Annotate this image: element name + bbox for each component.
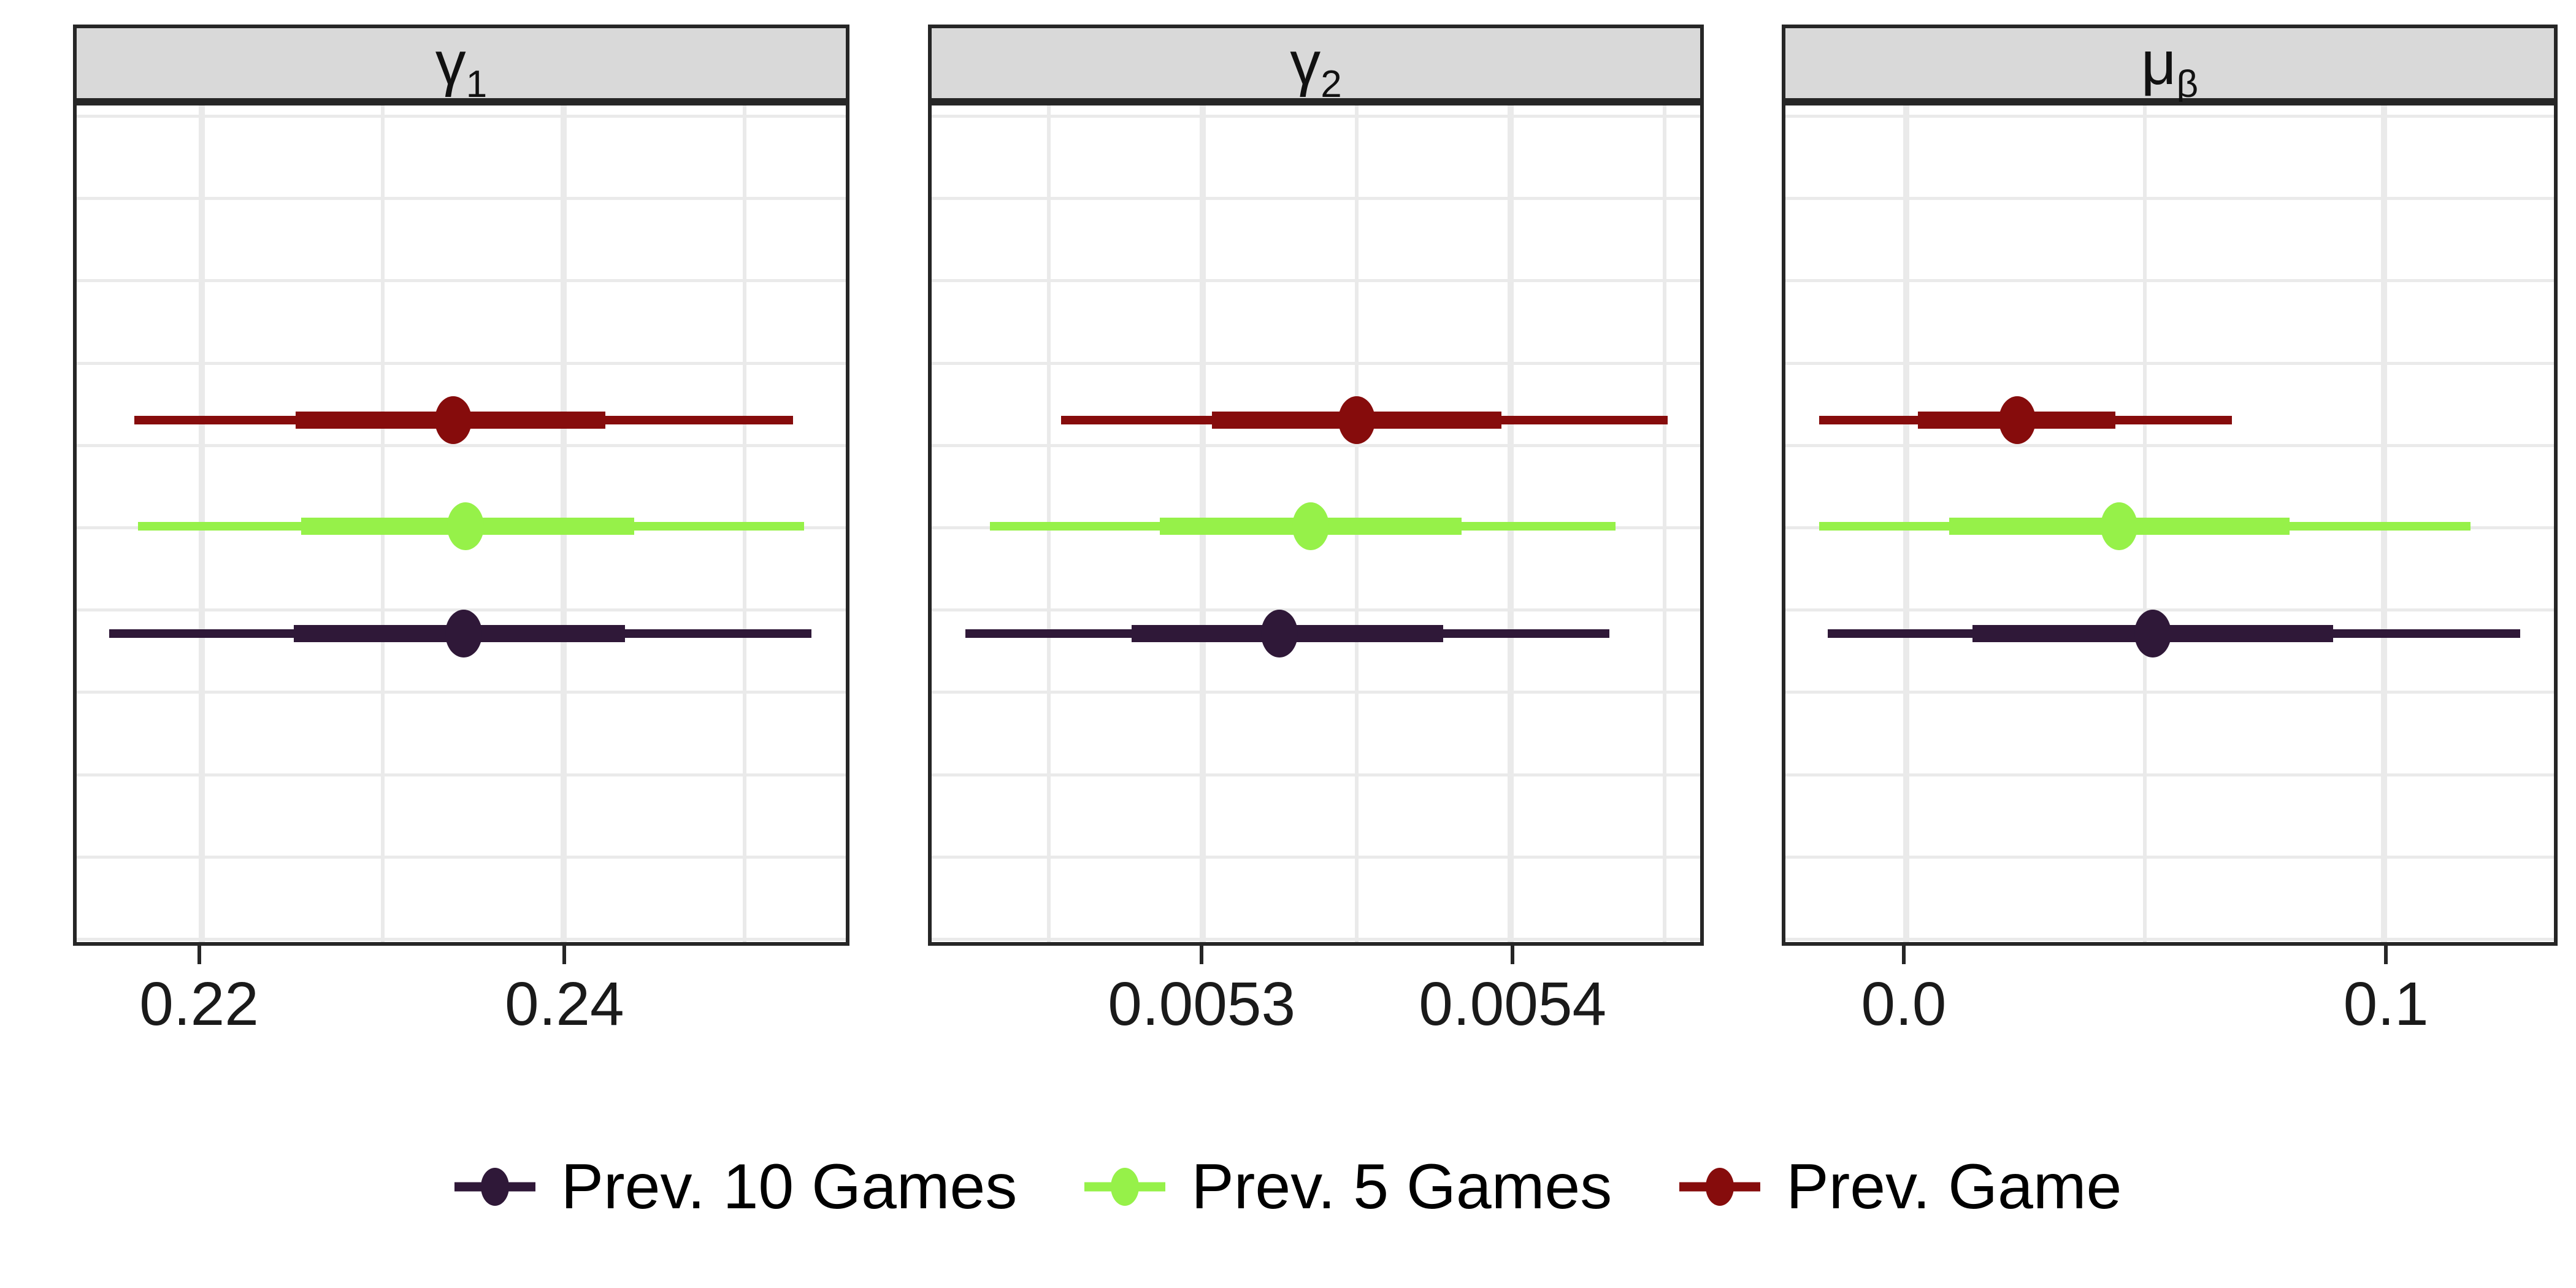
gridline-horizontal: [932, 361, 1700, 365]
point-dot-glyph: [1111, 1168, 1140, 1206]
gridline-horizontal: [1785, 115, 2554, 118]
facet-gamma1: γ1 0.22 0.24: [73, 0, 849, 1288]
axis-tick-mark: [2384, 946, 2388, 964]
facet-title: γ2: [1290, 28, 1342, 105]
median-point: [445, 609, 483, 657]
plot-panel-mu-beta: [1782, 102, 2558, 946]
gridline-horizontal: [1785, 197, 2554, 201]
axis-tick-mark: [1200, 946, 1204, 964]
tick-label: 0.1: [2343, 970, 2429, 1038]
x-axis-gamma1: 0.22 0.24: [73, 946, 849, 1068]
axis-tick-mark: [197, 946, 201, 964]
median-point: [1261, 609, 1298, 657]
facet-title: γ1: [435, 28, 488, 105]
plot-panel-gamma1: [73, 102, 849, 946]
legend-key-icon: [1084, 1147, 1166, 1227]
gridline-vertical-minor: [1663, 105, 1667, 942]
median-point: [1338, 396, 1376, 444]
legend-label: Prev. 10 Games: [561, 1151, 1018, 1222]
gridline-horizontal: [1785, 938, 2554, 941]
tick-label: 0.0: [1861, 970, 1947, 1038]
gridline-horizontal: [77, 115, 846, 118]
facet-strip-gamma2: γ2: [928, 25, 1704, 105]
x-axis-mu-beta: 0.0 0.1: [1782, 946, 2558, 1068]
gridline-horizontal: [77, 938, 846, 941]
median-point: [2100, 502, 2137, 551]
gridline-horizontal: [1785, 279, 2554, 283]
median-point: [447, 502, 485, 551]
tick-label: 0.22: [139, 970, 259, 1038]
median-point: [1998, 396, 2036, 444]
legend-key-icon: [1679, 1147, 1761, 1227]
facet-strip-mu-beta: μβ: [1782, 25, 2558, 105]
median-point: [2134, 609, 2171, 657]
tick-label: 0.0054: [1419, 970, 1607, 1038]
gridline-horizontal: [932, 691, 1700, 694]
gridline-horizontal: [932, 279, 1700, 283]
facet-gamma2: γ2 0.0053 0.0054: [928, 0, 1704, 1288]
gridline-horizontal: [77, 855, 846, 859]
gridline-horizontal: [77, 279, 846, 283]
tick-label: 0.0053: [1108, 970, 1296, 1038]
gridline-horizontal: [1785, 691, 2554, 694]
legend-label: Prev. 5 Games: [1191, 1151, 1612, 1222]
gridline-horizontal: [932, 197, 1700, 201]
gridline-horizontal: [932, 938, 1700, 941]
gridline-horizontal: [77, 197, 846, 201]
gridline-horizontal: [932, 115, 1700, 118]
tick-label: 0.24: [504, 970, 624, 1038]
point-dot-glyph: [480, 1168, 509, 1206]
legend: Prev. 10 Games Prev. 5 Games Prev. Game: [0, 1132, 2576, 1242]
gridline-horizontal: [1785, 361, 2554, 365]
legend-item-prev-game: Prev. Game: [1679, 1147, 2122, 1227]
plot-panel-gamma2: [928, 102, 1704, 946]
axis-tick-mark: [1511, 946, 1515, 964]
gridline-horizontal: [932, 773, 1700, 776]
axis-tick-mark: [1901, 946, 1906, 964]
gridline-horizontal: [1785, 773, 2554, 776]
legend-item-prev-5-games: Prev. 5 Games: [1084, 1147, 1612, 1227]
legend-key-icon: [454, 1147, 535, 1227]
facet-title: μβ: [2141, 28, 2199, 105]
median-point: [1292, 502, 1329, 551]
gridline-horizontal: [77, 691, 846, 694]
gridline-horizontal: [77, 443, 846, 447]
gridline-horizontal: [1785, 443, 2554, 447]
gridline-horizontal: [932, 443, 1700, 447]
x-axis-gamma2: 0.0053 0.0054: [928, 946, 1704, 1068]
axis-tick-mark: [562, 946, 567, 964]
point-dot-glyph: [1706, 1168, 1735, 1206]
facet-mu-beta: μβ 0.0 0.1: [1782, 0, 2558, 1288]
gridline-horizontal: [1785, 855, 2554, 859]
gridline-horizontal: [932, 608, 1700, 612]
median-point: [434, 396, 472, 444]
facet-strip-gamma1: γ1: [73, 25, 849, 105]
gridline-horizontal: [77, 361, 846, 365]
gridline-horizontal: [1785, 608, 2554, 612]
legend-item-prev-10-games: Prev. 10 Games: [454, 1147, 1018, 1227]
gridline-horizontal: [932, 855, 1700, 859]
gridline-horizontal: [77, 773, 846, 776]
legend-label: Prev. Game: [1786, 1151, 2122, 1222]
